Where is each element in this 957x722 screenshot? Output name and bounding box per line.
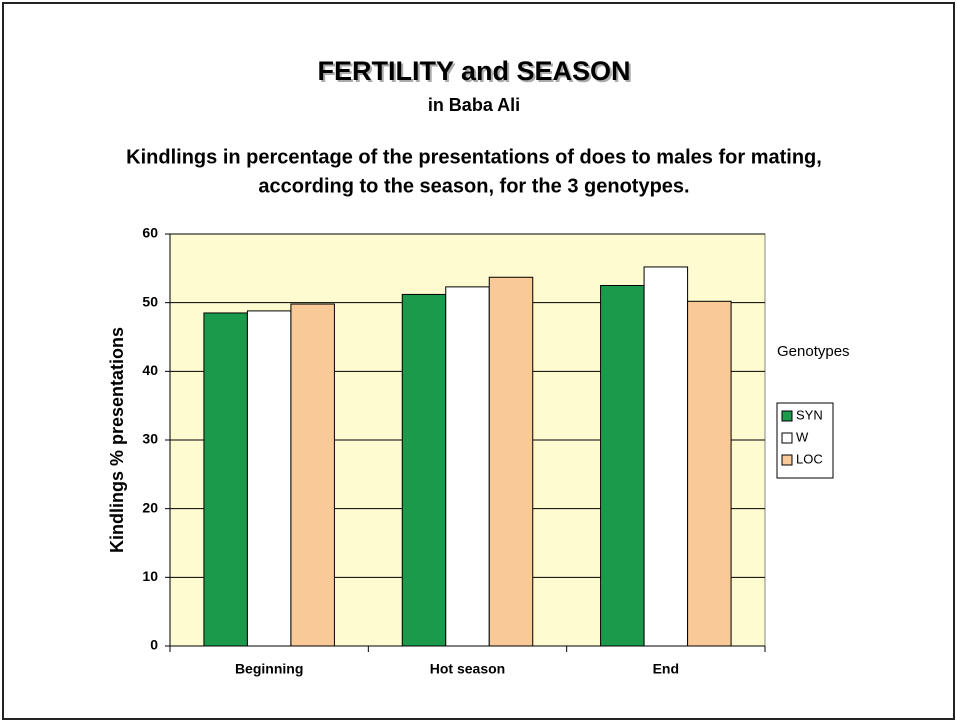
x-tick-label: End	[653, 661, 679, 677]
bar	[643, 266, 689, 647]
bar	[687, 300, 732, 647]
bar	[290, 303, 335, 647]
legend-swatch	[781, 454, 793, 466]
y-tick-label: 0	[150, 637, 158, 653]
y-tick-label: 60	[142, 225, 158, 241]
legend-swatch	[781, 432, 793, 444]
legend-swatch	[781, 410, 793, 422]
chart-subtitle: in Baba Ali	[428, 95, 520, 115]
bar	[488, 276, 534, 647]
y-tick-label: 20	[142, 499, 158, 515]
y-tick-label: 40	[142, 362, 158, 378]
bar	[401, 293, 447, 647]
description: according to the season, for the 3 genot…	[258, 175, 689, 197]
x-tick-label: Beginning	[235, 661, 303, 677]
legend-label: W	[796, 429, 809, 444]
legend-title: Genotypes	[777, 343, 850, 360]
chart-title: FERTILITY and SEASON	[317, 56, 630, 86]
y-tick-label: 50	[142, 293, 158, 309]
y-axis-label: Kindlings % presentations	[107, 327, 127, 553]
y-tick-label: 30	[142, 431, 158, 447]
legend-label: LOC	[796, 451, 823, 466]
y-tick-label: 10	[142, 568, 158, 584]
bar	[600, 285, 645, 647]
x-tick-label: Hot season	[430, 661, 505, 677]
legend-label: SYN	[796, 407, 823, 422]
title-shadow: FERTILITY and SEASON	[319, 58, 632, 88]
bar	[203, 312, 248, 647]
description: Kindlings in percentage of the presentat…	[126, 146, 822, 168]
bar	[445, 286, 490, 647]
bar	[246, 310, 292, 647]
